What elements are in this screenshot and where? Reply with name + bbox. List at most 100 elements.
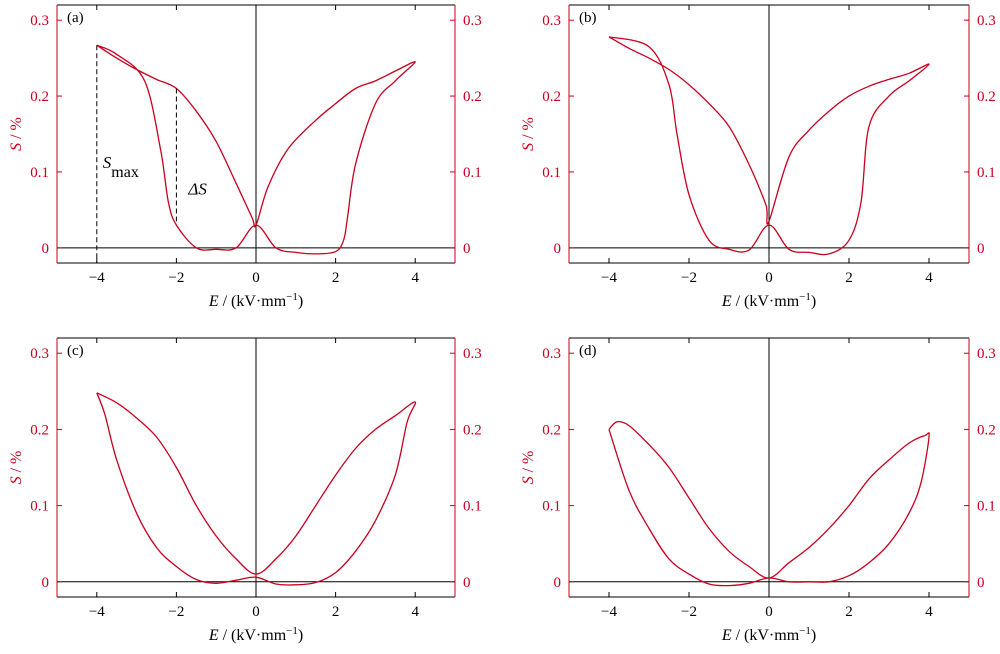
y-tick-label-right: 0.2: [463, 89, 482, 105]
x-axis-label-exp: −1: [799, 625, 811, 637]
x-tick-label: −2: [168, 604, 184, 620]
panel-d: −4 −2 0 2 4 0 0 0.1 0.1 0.2 0.2 0.3 0.3 E / (kV·mm−1)…: [520, 337, 996, 644]
y-tick-label: 0: [42, 241, 50, 257]
smax-annotation: Smax: [103, 153, 139, 181]
y-tick-label: 0.2: [542, 89, 561, 105]
y-axis-label-unit: / %: [520, 117, 537, 143]
y-tick-label-right: 0.2: [977, 89, 996, 105]
y-axis-label-symbol: S: [520, 476, 537, 484]
x-axis-label-close: ): [298, 627, 303, 644]
x-tick-label: −4: [601, 604, 617, 620]
y-tick-label: 0.1: [30, 165, 49, 181]
x-axis-label-close: ): [811, 627, 816, 644]
y-tick-label-right: 0: [977, 241, 985, 257]
panel-a: −4 −2 0 2 4 0 0 0.1 0.1 0.2 0.2 0.3 0.3 E / (kV·mm−1)…: [8, 4, 482, 310]
x-axis-label-close: ): [811, 293, 816, 310]
x-tick-label: −4: [89, 604, 105, 620]
x-axis-label-symbol: E: [208, 293, 219, 310]
strain-loop-curve: [608, 36, 930, 256]
y-tick-label: 0.3: [542, 346, 561, 362]
panel-label: (d): [579, 343, 597, 359]
x-tick-label: 4: [925, 270, 933, 286]
x-axis-label: E / (kV·mm−1): [208, 291, 303, 310]
x-tick-label: −2: [681, 270, 697, 286]
y-tick-label-right: 0.2: [463, 422, 482, 438]
y-axis-label: S / %: [8, 451, 25, 485]
x-tick-label: 2: [845, 270, 853, 286]
x-tick-label: 0: [252, 604, 260, 620]
y-tick-label: 0.2: [542, 422, 561, 438]
x-tick-label: 0: [252, 270, 260, 286]
y-tick-label: 0.2: [30, 89, 49, 105]
smax-subscript: max: [111, 164, 139, 181]
x-axis-label-unit: / (kV·mm: [219, 293, 287, 310]
panel-label: (b): [579, 10, 597, 26]
y-tick-label-right: 0.1: [977, 499, 996, 515]
x-axis-label: E / (kV·mm−1): [721, 625, 816, 644]
x-tick-label: −4: [601, 270, 617, 286]
y-axis-label-symbol: S: [520, 143, 537, 151]
y-tick-label: 0.1: [30, 499, 49, 515]
x-tick-label: 4: [411, 604, 419, 620]
y-tick-label: 0.3: [30, 13, 49, 29]
x-tick-label: 0: [765, 604, 773, 620]
y-tick-label: 0.1: [542, 165, 561, 181]
x-axis-label: E / (kV·mm−1): [721, 291, 816, 310]
x-tick-label: −2: [168, 270, 184, 286]
panel-label: (a): [67, 10, 84, 26]
strain-loop-curve: [96, 44, 416, 255]
x-tick-label: 4: [411, 270, 419, 286]
x-axis-label-symbol: E: [721, 627, 732, 644]
y-tick-label: 0.3: [542, 13, 561, 29]
y-tick-label: 0.2: [30, 422, 49, 438]
x-axis-label-symbol: E: [208, 627, 219, 644]
strain-loop-curve: [96, 392, 417, 586]
y-tick-label: 0: [554, 241, 562, 257]
panel-b: −4 −2 0 2 4 0 0 0.1 0.1 0.2 0.2 0.3 0.3 E / (kV·mm−1)…: [520, 4, 996, 310]
x-axis-label-unit: / (kV·mm: [732, 293, 800, 310]
x-tick-label: 0: [765, 270, 773, 286]
y-axis-label: S / %: [520, 451, 537, 485]
x-axis-label-unit: / (kV·mm: [732, 627, 800, 644]
y-tick-label: 0.3: [30, 346, 49, 362]
y-axis-label-symbol: S: [8, 143, 25, 151]
x-axis-label: E / (kV·mm−1): [208, 625, 303, 644]
y-tick-label-right: 0.2: [977, 422, 996, 438]
x-axis-label-unit: / (kV·mm: [219, 627, 287, 644]
y-tick-label-right: 0.1: [463, 165, 482, 181]
y-tick-label: 0: [42, 575, 50, 591]
x-axis-label-exp: −1: [799, 291, 811, 303]
y-axis-label-unit: / %: [8, 451, 25, 477]
smax-symbol: S: [103, 153, 112, 172]
y-tick-label-right: 0.3: [977, 13, 996, 29]
y-axis-label-unit: / %: [520, 451, 537, 477]
y-tick-label: 0.1: [542, 499, 561, 515]
panel-label: (c): [67, 343, 84, 359]
y-tick-label-right: 0.1: [463, 499, 482, 515]
x-tick-label: −2: [681, 604, 697, 620]
strain-loop-curve: [608, 420, 930, 587]
panel-c: −4 −2 0 2 4 0 0 0.1 0.1 0.2 0.2 0.3 0.3 E / (kV·mm−1)…: [8, 337, 482, 644]
y-tick-label-right: 0.3: [463, 13, 482, 29]
x-tick-label: 2: [332, 270, 340, 286]
y-axis-label: S / %: [520, 117, 537, 151]
delta-s-annotation: ΔS: [187, 180, 207, 199]
y-tick-label-right: 0.3: [977, 346, 996, 362]
x-tick-label: −4: [89, 270, 105, 286]
x-tick-label: 4: [925, 604, 933, 620]
y-tick-label-right: 0: [463, 575, 471, 591]
x-axis-label-close: ): [298, 293, 303, 310]
x-tick-label: 2: [332, 604, 340, 620]
y-tick-label-right: 0.3: [463, 346, 482, 362]
x-axis-label-symbol: E: [721, 293, 732, 310]
y-tick-label-right: 0.1: [977, 165, 996, 181]
y-axis-label-unit: / %: [8, 117, 25, 143]
x-tick-label: 2: [845, 604, 853, 620]
y-tick-label: 0: [554, 575, 562, 591]
y-axis-label-symbol: S: [8, 476, 25, 484]
y-axis-label: S / %: [8, 117, 25, 151]
y-tick-label-right: 0: [463, 241, 471, 257]
y-tick-label-right: 0: [977, 575, 985, 591]
x-axis-label-exp: −1: [286, 291, 298, 303]
